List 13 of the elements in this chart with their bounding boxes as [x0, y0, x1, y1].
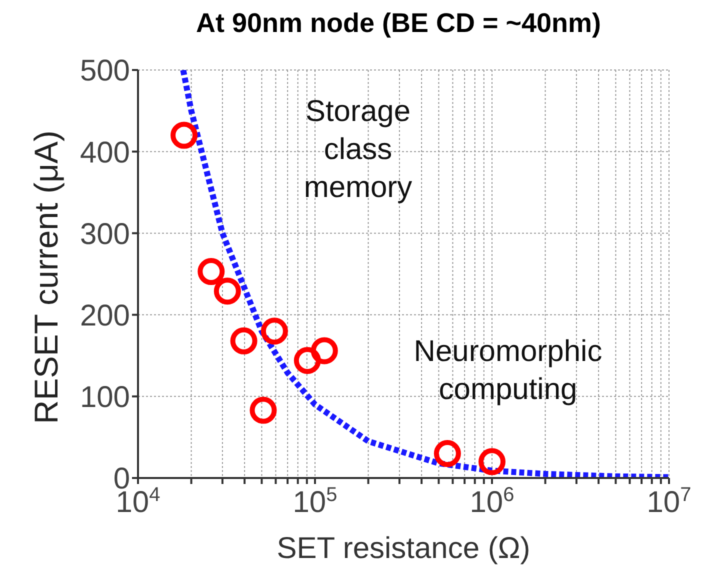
y-tick-label: 100	[80, 381, 130, 414]
annotation: Neuromorphic computing	[412, 334, 604, 408]
y-tick-label: 200	[80, 299, 130, 332]
x-tick-label: 10$^{6}$	[470, 484, 514, 519]
y-tick-label: 500	[80, 54, 130, 88]
chart-title: At 90nm node (BE CD = ~40nm)	[194, 8, 602, 40]
x-axis-title: SET resistance (Ω)	[276, 532, 530, 565]
y-tick-label: 300	[80, 218, 130, 251]
x-tick-label: 10$^{7}$	[646, 484, 692, 519]
y-axis-title: RESET current (μA)	[28, 130, 65, 424]
y-tick-label: 400	[80, 136, 130, 170]
x-tick-label: 10$^{5}$	[292, 484, 338, 519]
annotation: Storage class memory	[302, 94, 414, 206]
